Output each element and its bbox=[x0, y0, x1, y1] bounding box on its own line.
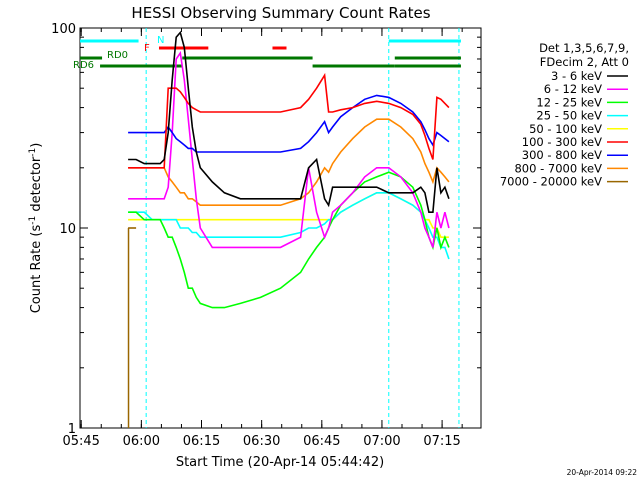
y-axis-label: Count Rate (s-1 detector-1) bbox=[28, 143, 44, 314]
chart-title: HESSI Observing Summary Count Rates bbox=[131, 4, 430, 22]
series-lines bbox=[127, 30, 450, 428]
series-line-2 bbox=[128, 171, 450, 309]
y-tick-label: 10 bbox=[59, 222, 76, 237]
series-line-0 bbox=[128, 30, 450, 213]
x-axis-label: Start Time (20-Apr-14 05:44:42) bbox=[176, 455, 384, 470]
legend-entry-label: 12 - 25 keV bbox=[536, 95, 602, 109]
state-bar-label: RD0 bbox=[107, 50, 128, 61]
x-tick-label: 06:30 bbox=[243, 434, 280, 449]
x-tick-label: 06:45 bbox=[303, 434, 340, 449]
legend-entry-label: 25 - 50 keV bbox=[536, 109, 602, 123]
footer-date: 20-Apr-2014 09:22 bbox=[567, 468, 638, 477]
y-axis-label-sup: -1 bbox=[28, 216, 38, 225]
series-line-1 bbox=[128, 50, 450, 249]
y-tick-label: 1 bbox=[68, 422, 76, 437]
legend-entry-label: 6 - 12 keV bbox=[544, 82, 602, 96]
x-tick-label: 07:00 bbox=[363, 434, 400, 449]
legend: Det 1,3,5,6,7,9, FDecim 2, Att 0 3 - 6 k… bbox=[500, 41, 629, 189]
y-tick-labels: 1 10 100 bbox=[51, 22, 76, 437]
legend-entry-label: 800 - 7000 keV bbox=[514, 161, 602, 175]
series-line-7 bbox=[128, 118, 450, 206]
axis-ticks bbox=[80, 27, 481, 429]
state-bar-label: RD6 bbox=[73, 60, 94, 71]
x-tick-label: 06:00 bbox=[123, 434, 160, 449]
legend-header-line-2: FDecim 2, Att 0 bbox=[540, 55, 629, 69]
x-tick-label: 07:15 bbox=[423, 434, 460, 449]
plot-area: NF RD0 RD6 bbox=[73, 27, 482, 429]
x-tick-labels: 05:45 06:00 06:15 06:30 06:45 07:00 07:15 bbox=[62, 434, 460, 449]
x-tick-label: 06:15 bbox=[183, 434, 220, 449]
series-line-6 bbox=[128, 94, 450, 153]
legend-entry-label: 3 - 6 keV bbox=[551, 69, 602, 83]
legend-entry-label: 50 - 100 keV bbox=[529, 122, 602, 136]
y-axis-label-close: ) bbox=[29, 143, 44, 148]
legend-entry-label: 100 - 300 keV bbox=[522, 135, 602, 149]
series-line-5 bbox=[128, 72, 450, 169]
state-bar-label: F bbox=[144, 43, 150, 54]
y-axis-label-tail: detector bbox=[29, 156, 44, 216]
x-tick-label: 05:45 bbox=[62, 434, 99, 449]
y-tick-label: 100 bbox=[51, 22, 76, 37]
legend-entry-label: 7000 - 20000 keV bbox=[500, 175, 602, 189]
y-axis-label-sup2: -1 bbox=[28, 148, 38, 157]
legend-entry-label: 300 - 800 keV bbox=[522, 148, 602, 162]
y-axis-label-main: Count Rate (s bbox=[29, 225, 44, 314]
state-bar-label: N bbox=[157, 35, 164, 46]
legend-header-line-1: Det 1,3,5,6,7,9, bbox=[539, 41, 629, 55]
